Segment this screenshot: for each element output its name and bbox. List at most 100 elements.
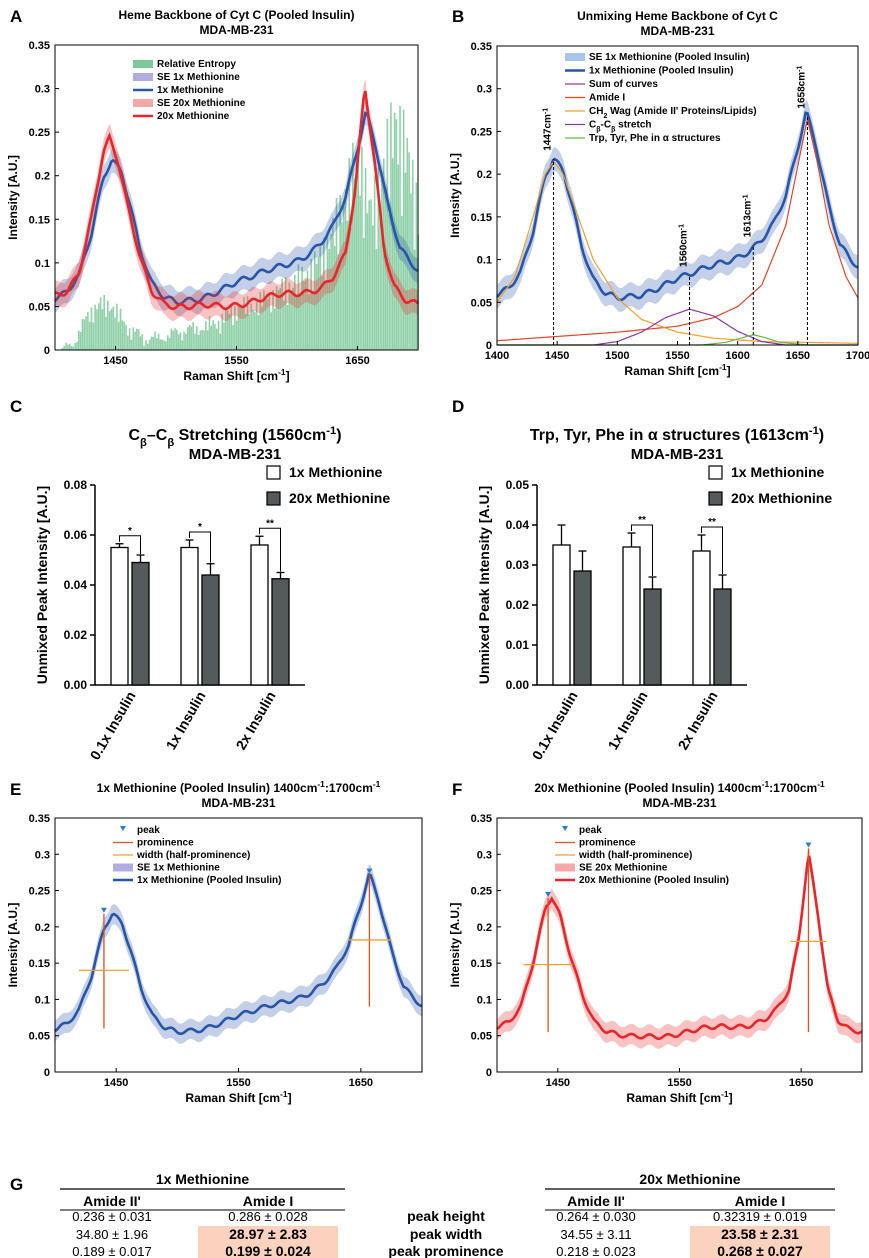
- entropy-bar: [188, 324, 191, 350]
- y-tick-label: 0.35: [29, 40, 50, 52]
- entropy-bar: [248, 314, 251, 350]
- entropy-bar: [241, 307, 243, 350]
- entropy-bar: [217, 320, 220, 350]
- series-line: [496, 855, 863, 1041]
- entropy-bar: [402, 109, 405, 350]
- significance-bracket: [119, 535, 141, 554]
- entropy-bar: [388, 214, 390, 350]
- entropy-bar: [255, 302, 258, 350]
- entropy-bar: [99, 297, 102, 350]
- table-cell: 0.189 ± 0.017: [72, 1244, 151, 1258]
- entropy-bar: [359, 195, 361, 350]
- entropy-bar: [195, 326, 198, 350]
- entropy-bar: [344, 189, 347, 350]
- entropy-bar: [212, 320, 214, 350]
- bar: [643, 588, 662, 686]
- entropy-bar: [68, 343, 71, 350]
- entropy-bar: [319, 246, 321, 350]
- entropy-bar: [185, 333, 187, 350]
- y-axis-label: Intensity [A.U.]: [448, 903, 462, 988]
- entropy-bar: [268, 292, 271, 350]
- entropy-bar: [246, 296, 249, 350]
- entropy-bar: [72, 346, 75, 350]
- table-cell: 0.268 ± 0.027: [717, 1243, 803, 1258]
- entropy-bar: [346, 220, 349, 350]
- table-cell: 0.218 ± 0.023: [556, 1244, 635, 1258]
- entropy-bar: [132, 327, 135, 350]
- y-tick-label: 0.04: [506, 518, 530, 532]
- table-column-header: Amide I: [243, 1193, 294, 1209]
- entropy-bar: [382, 158, 385, 350]
- table-cell: 0.264 ± 0.030: [556, 1209, 635, 1224]
- legend-swatch: [133, 73, 153, 81]
- legend-entry: SE 1x Methionine (Pooled Insulin): [589, 52, 750, 63]
- table-row-label: peak prominence: [388, 1243, 503, 1258]
- entropy-bar: [415, 182, 418, 350]
- legend-entry: Sum of curves: [589, 79, 658, 90]
- table-highlight: [198, 1226, 338, 1243]
- legend-entry: 1x Methionine: [289, 464, 383, 480]
- y-tick-label: 0.3: [477, 84, 492, 96]
- entropy-bar: [375, 249, 378, 350]
- x-tick-label: 1600: [725, 350, 749, 362]
- entropy-bar: [361, 146, 363, 350]
- entropy-bar: [186, 327, 189, 350]
- legend: 1x Methionine 20x Methionine: [708, 464, 832, 506]
- entropy-bar: [205, 320, 207, 350]
- bar: [110, 546, 129, 686]
- chart-title: 1x Methionine (Pooled Insulin) 1400cm-1:…: [97, 779, 381, 795]
- entropy-bar: [208, 316, 211, 350]
- panel-letter: E: [10, 780, 21, 799]
- se-band: [497, 845, 862, 1049]
- legend-entry: SE 1x Methionine: [157, 72, 240, 83]
- table-cell: 34.80 ± 1.96: [76, 1227, 148, 1242]
- entropy-bar: [293, 274, 296, 350]
- entropy-bar: [281, 278, 283, 350]
- entropy-bar: [121, 320, 124, 350]
- legend-entry: 1x Methionine: [157, 85, 224, 96]
- panel-f: 20x Methionine (Pooled Insulin) 1400cm-1…: [448, 779, 863, 1105]
- series-line: [496, 162, 859, 344]
- y-tick-label: 0.00: [64, 678, 88, 692]
- entropy-bar: [250, 303, 253, 350]
- y-tick-label: 0.25: [471, 126, 492, 138]
- significance-label: *: [128, 526, 132, 537]
- bar: [131, 561, 150, 686]
- legend-entry: Cβ-Cβ stretch: [589, 120, 651, 134]
- entropy-bar: [235, 320, 238, 350]
- table-cell: 0.286 ± 0.028: [228, 1209, 307, 1224]
- y-tick-label: 0.1: [477, 255, 492, 267]
- panel-letter: A: [10, 7, 22, 26]
- entropy-bar: [76, 341, 78, 350]
- y-axis-label: Intensity [A.U.]: [448, 153, 462, 238]
- y-tick-label: 0.01: [506, 638, 530, 652]
- entropy-bar: [97, 303, 100, 350]
- entropy-bar: [83, 319, 86, 350]
- table-group-header: 1x Methionine: [156, 1171, 250, 1187]
- entropy-bar: [237, 305, 240, 350]
- legend-entry: 20x Methionine: [731, 490, 832, 506]
- entropy-bar: [254, 312, 256, 350]
- entropy-bar: [150, 336, 153, 350]
- y-tick-label: 0.00: [506, 678, 530, 692]
- entropy-bar: [137, 329, 140, 350]
- entropy-bar: [165, 341, 167, 350]
- entropy-bar: [275, 286, 278, 350]
- y-tick-label: 0: [44, 1067, 50, 1079]
- entropy-bar: [88, 321, 91, 350]
- y-tick-label: 0.25: [471, 886, 492, 898]
- entropy-bar: [232, 325, 234, 350]
- x-tick-label: 1400: [485, 350, 509, 362]
- entropy-bar: [203, 330, 205, 350]
- entropy-bar: [114, 317, 116, 350]
- entropy-bar: [223, 322, 225, 350]
- y-tick-label: 0.15: [29, 214, 50, 226]
- y-tick-label: 0.1: [35, 258, 50, 270]
- legend-swatch: [133, 99, 153, 107]
- entropy-bar: [299, 294, 302, 350]
- y-tick-label: 0.06: [64, 528, 88, 542]
- entropy-bar: [266, 299, 269, 350]
- entropy-bar: [292, 287, 294, 350]
